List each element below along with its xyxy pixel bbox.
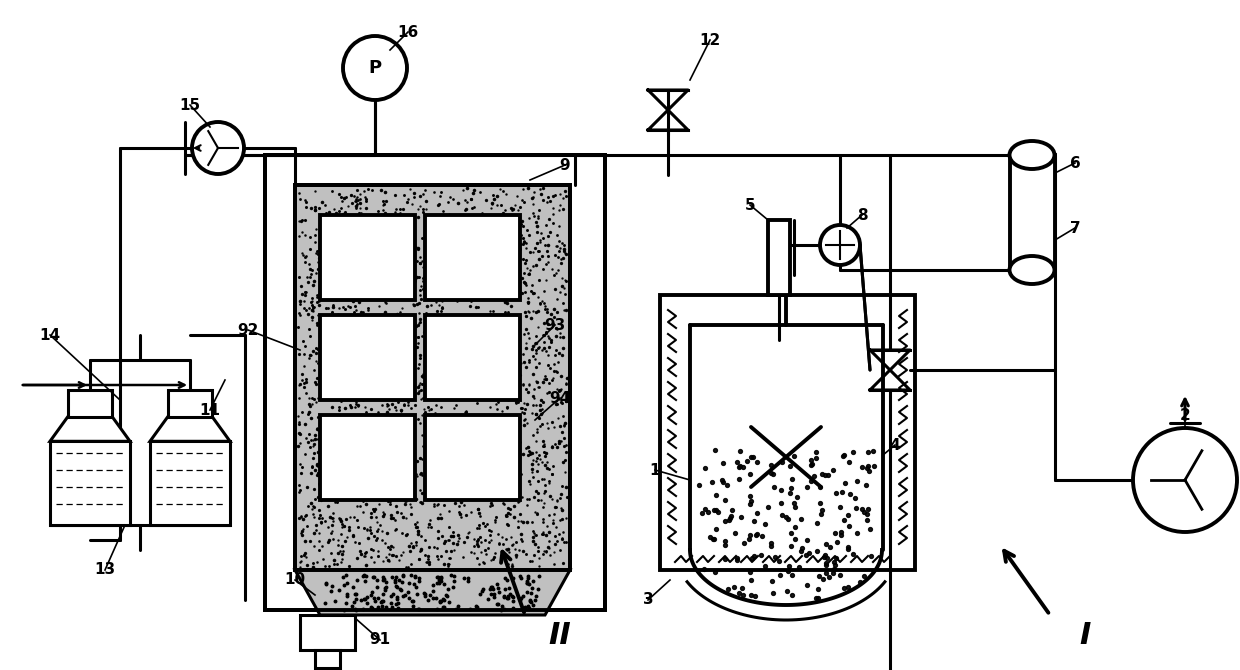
Bar (425, 415, 520, 500)
Text: 7: 7 (1070, 220, 1080, 235)
Text: 2: 2 (1179, 407, 1190, 423)
Polygon shape (295, 570, 570, 615)
Text: 13: 13 (94, 563, 115, 578)
Bar (295, 185, 570, 570)
Bar (320, 415, 415, 500)
Text: 8: 8 (857, 208, 867, 222)
Text: P: P (368, 59, 382, 77)
Text: 92: 92 (237, 322, 259, 338)
Polygon shape (150, 417, 229, 442)
Polygon shape (50, 417, 130, 442)
Polygon shape (150, 442, 229, 525)
Text: 10: 10 (284, 572, 305, 588)
Text: II: II (548, 620, 572, 649)
Bar (425, 215, 520, 300)
Text: 11: 11 (200, 403, 221, 417)
Circle shape (192, 122, 244, 174)
Text: 1: 1 (650, 462, 660, 478)
Bar (320, 315, 415, 400)
Ellipse shape (1009, 256, 1054, 284)
Bar (660, 295, 915, 570)
Text: 6: 6 (1070, 155, 1080, 170)
Text: 16: 16 (397, 25, 419, 40)
Ellipse shape (1009, 141, 1054, 169)
Text: 4: 4 (889, 438, 900, 452)
Text: 93: 93 (544, 318, 565, 332)
Bar (265, 155, 605, 610)
Circle shape (1133, 428, 1238, 532)
Bar (1011, 155, 1055, 270)
Text: I: I (1079, 620, 1091, 649)
Text: 12: 12 (699, 33, 720, 48)
Text: 15: 15 (180, 98, 201, 113)
Polygon shape (167, 390, 212, 417)
Bar (300, 615, 355, 650)
Bar (265, 155, 605, 610)
Circle shape (820, 225, 861, 265)
Text: 5: 5 (745, 198, 755, 212)
Text: 9: 9 (559, 157, 570, 172)
Text: 14: 14 (40, 328, 61, 342)
Polygon shape (50, 442, 130, 525)
Text: 91: 91 (370, 632, 391, 647)
Polygon shape (68, 390, 113, 417)
Bar (315, 650, 340, 668)
Bar (768, 220, 790, 295)
Text: 3: 3 (642, 592, 653, 608)
Bar (425, 315, 520, 400)
Text: 94: 94 (549, 391, 570, 405)
Circle shape (343, 36, 407, 100)
Bar (320, 215, 415, 300)
Bar (295, 185, 570, 570)
